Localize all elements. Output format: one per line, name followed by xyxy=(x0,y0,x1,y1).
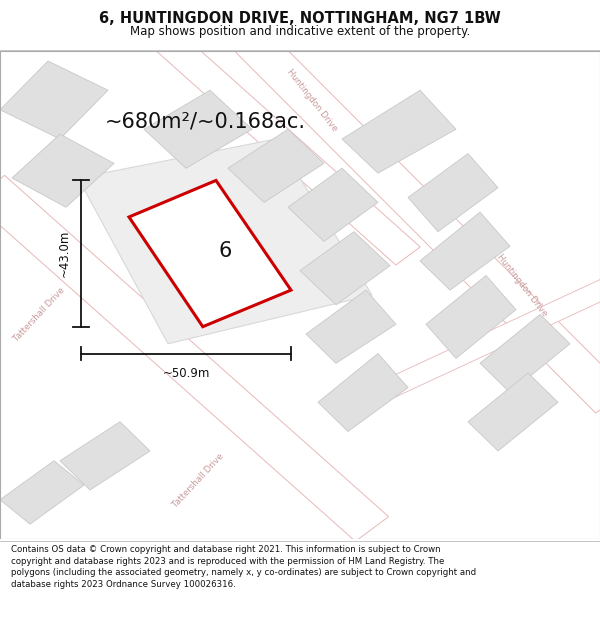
Polygon shape xyxy=(306,290,396,363)
Text: Tattershall Drive: Tattershall Drive xyxy=(11,286,67,343)
Polygon shape xyxy=(0,176,389,541)
Text: Tattershall Drive: Tattershall Drive xyxy=(170,451,226,509)
Text: Huntingdon Drive: Huntingdon Drive xyxy=(285,67,339,133)
Polygon shape xyxy=(78,139,372,344)
Polygon shape xyxy=(468,373,558,451)
Polygon shape xyxy=(144,90,252,168)
Polygon shape xyxy=(0,61,108,139)
Polygon shape xyxy=(408,154,498,232)
Polygon shape xyxy=(129,181,291,327)
Polygon shape xyxy=(426,276,516,358)
Text: ~43.0m: ~43.0m xyxy=(58,230,71,278)
Text: Huntingdon Drive: Huntingdon Drive xyxy=(495,253,549,318)
Polygon shape xyxy=(288,168,378,241)
Text: Map shows position and indicative extent of the property.: Map shows position and indicative extent… xyxy=(130,26,470,39)
Polygon shape xyxy=(12,134,114,208)
Polygon shape xyxy=(228,129,324,202)
Polygon shape xyxy=(0,461,84,524)
Text: 6: 6 xyxy=(218,241,232,261)
Text: 6, HUNTINGDON DRIVE, NOTTINGHAM, NG7 1BW: 6, HUNTINGDON DRIVE, NOTTINGHAM, NG7 1BW xyxy=(99,11,501,26)
Polygon shape xyxy=(354,277,600,411)
Polygon shape xyxy=(300,232,390,305)
Polygon shape xyxy=(318,354,408,431)
Text: ~50.9m: ~50.9m xyxy=(163,368,209,381)
Polygon shape xyxy=(236,31,600,413)
Polygon shape xyxy=(60,422,150,490)
Polygon shape xyxy=(480,314,570,392)
Text: Contains OS data © Crown copyright and database right 2021. This information is : Contains OS data © Crown copyright and d… xyxy=(11,545,476,589)
Polygon shape xyxy=(156,32,420,265)
Polygon shape xyxy=(342,90,456,173)
Text: ~680m²/~0.168ac.: ~680m²/~0.168ac. xyxy=(105,112,306,132)
Polygon shape xyxy=(420,212,510,290)
